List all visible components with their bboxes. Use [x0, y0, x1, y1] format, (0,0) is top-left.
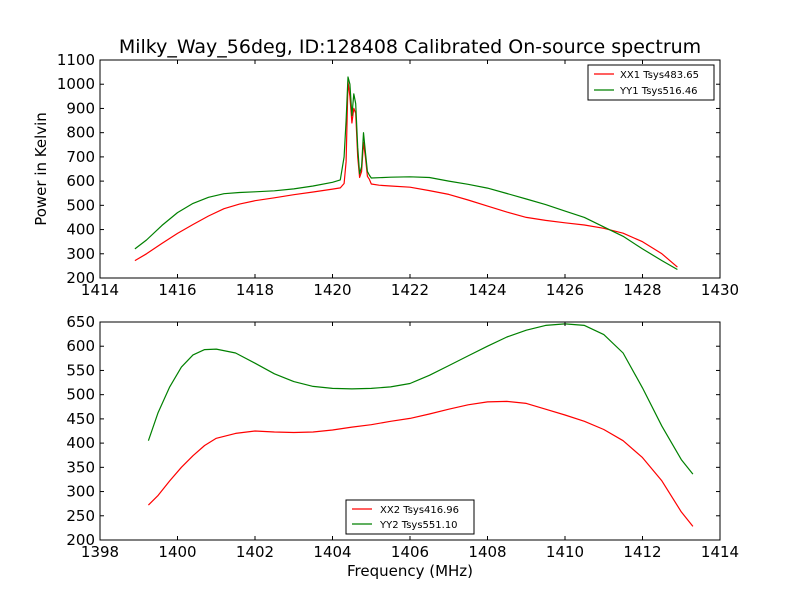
- series-line-yy1: [134, 76, 678, 271]
- legend-box: [345, 499, 475, 535]
- series-line-yy2: [147, 323, 694, 475]
- y-tick-label: 1100: [57, 51, 95, 69]
- series-line-xx1: [134, 81, 678, 268]
- y-tick-label: 900: [66, 99, 95, 117]
- y-tick-label: 300: [66, 483, 95, 501]
- y-tick-label: 700: [66, 148, 95, 166]
- y-tick-label: 400: [66, 434, 95, 452]
- top-spectrum-chart: Milky_Way_56deg, ID:128408 Calibrated On…: [32, 36, 739, 299]
- y-tick-label: 500: [66, 196, 95, 214]
- legend: XX2 Tsys416.96 YY2 Tsys551.10: [345, 499, 475, 535]
- legend: XX1 Tsys483.65 YY1 Tsys516.46: [587, 64, 715, 101]
- x-tick-label: 1414: [701, 543, 739, 561]
- y-tick-label: 200: [66, 269, 95, 287]
- series-layer: [147, 323, 694, 527]
- x-tick-label: 1422: [391, 281, 429, 299]
- legend-label-xx2: XX2 Tsys416.96: [380, 505, 459, 516]
- y-axis-label: Power in Kelvin: [32, 112, 50, 226]
- y-tick-label: 1000: [57, 75, 95, 93]
- tick-layer: 1414 1416 1418 1420 1422 1424 1426 1428 1430 200 3…: [57, 51, 739, 299]
- series-layer: [134, 76, 678, 271]
- x-tick-label: 1400: [158, 543, 196, 561]
- chart-title: Milky_Way_56deg, ID:128408 Calibrated On…: [119, 36, 701, 58]
- legend-label-yy2: YY2 Tsys551.10: [379, 520, 458, 531]
- plot-frame: [99, 59, 721, 279]
- bottom-spectrum-chart: Frequency (MHz) 1398 1400 1402 1404 1406 1408…: [66, 313, 739, 580]
- x-tick-label: 1420: [313, 281, 351, 299]
- x-tick-label: 1414: [81, 281, 119, 299]
- x-tick-label: 1416: [158, 281, 196, 299]
- y-tick-label: 550: [66, 361, 95, 379]
- x-tick-label: 1426: [546, 281, 584, 299]
- y-tick-label: 500: [66, 386, 95, 404]
- plot-frame: [99, 321, 721, 541]
- y-tick-label: 450: [66, 410, 95, 428]
- x-tick-label: 1412: [623, 543, 661, 561]
- y-tick-label: 600: [66, 337, 95, 355]
- y-tick-label: 400: [66, 221, 95, 239]
- x-tick-label: 1406: [391, 543, 429, 561]
- x-tick-label: 1428: [623, 281, 661, 299]
- y-tick-label: 350: [66, 458, 95, 476]
- x-tick-label: 1398: [81, 543, 119, 561]
- y-tick-label: 600: [66, 172, 95, 190]
- y-tick-label: 300: [66, 245, 95, 263]
- legend-label-yy1: YY1 Tsys516.46: [619, 86, 698, 97]
- x-tick-label: 1418: [236, 281, 274, 299]
- series-line-xx2: [147, 400, 694, 527]
- y-tick-label: 800: [66, 124, 95, 142]
- x-axis-label: Frequency (MHz): [347, 562, 473, 580]
- x-tick-label: 1408: [468, 543, 506, 561]
- legend-box: [587, 64, 715, 101]
- y-tick-label: 200: [66, 531, 95, 549]
- y-tick-label: 250: [66, 507, 95, 525]
- tick-layer: 1398 1400 1402 1404 1406 1408 1410 1412 1414 200 2…: [66, 313, 739, 561]
- x-tick-label: 1404: [313, 543, 351, 561]
- y-tick-label: 650: [66, 313, 95, 331]
- x-tick-label: 1402: [236, 543, 274, 561]
- x-tick-label: 1424: [468, 281, 506, 299]
- x-tick-label: 1410: [546, 543, 584, 561]
- x-tick-label: 1430: [701, 281, 739, 299]
- legend-label-xx1: XX1 Tsys483.65: [620, 70, 699, 81]
